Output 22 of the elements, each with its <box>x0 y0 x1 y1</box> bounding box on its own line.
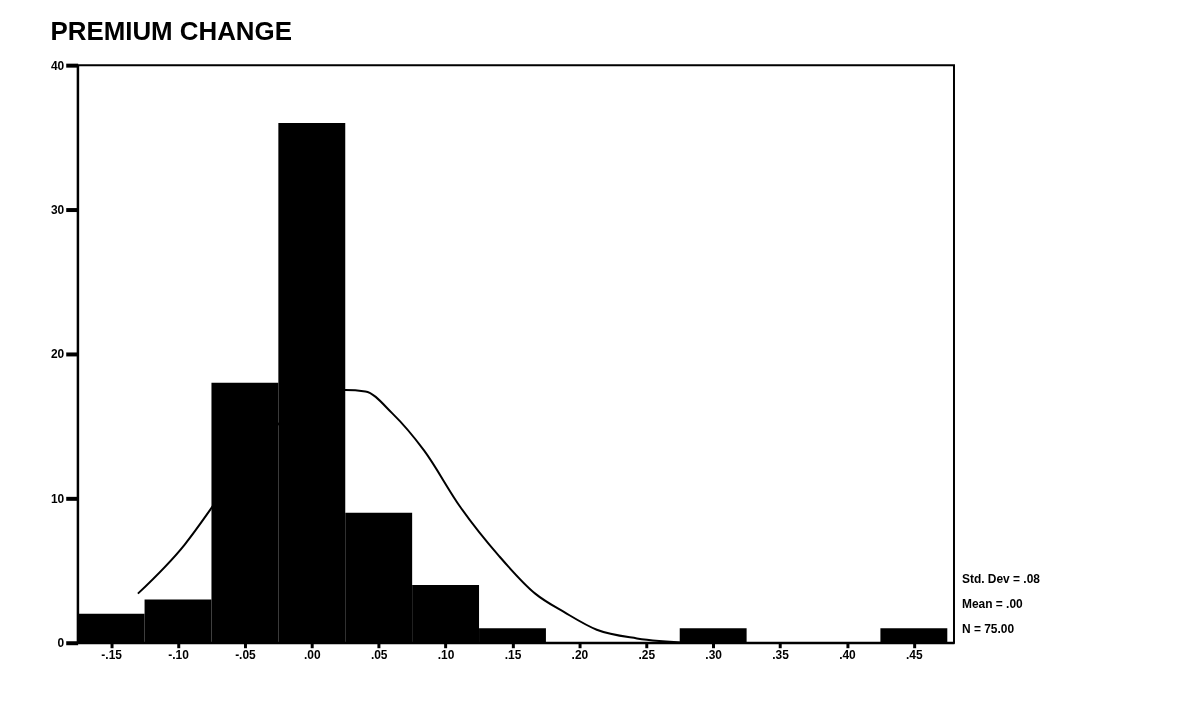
x-tick-label: .10 <box>437 648 455 663</box>
x-tick-label: .05 <box>370 648 388 663</box>
x-tick-label: .30 <box>705 648 723 663</box>
text: Mean = .00 <box>961 596 1024 611</box>
chart-title: PREMIUM CHANGE <box>50 17 292 46</box>
text: N = 75.00 <box>961 621 1015 636</box>
x-tick-label: -.10 <box>168 648 190 663</box>
x-tick-label: .15 <box>504 648 522 663</box>
y-tick-label: 40 <box>50 58 65 73</box>
y-tick-label: 10 <box>50 491 65 506</box>
y-tick-label: 20 <box>50 347 65 362</box>
text: Std. Dev = .08 <box>961 571 1041 586</box>
x-tick-label: .35 <box>772 648 790 663</box>
y-tick-label: 0 <box>57 636 65 651</box>
x-tick-label: .00 <box>304 648 321 663</box>
x-tick-label: -.05 <box>235 648 257 663</box>
x-tick-label: .45 <box>906 648 923 663</box>
x-tick-label: .40 <box>839 648 857 663</box>
x-tick-label: .25 <box>638 648 656 663</box>
y-tick-label: 30 <box>50 203 65 218</box>
x-tick-label: .20 <box>571 648 589 663</box>
x-tick-label: -.15 <box>101 648 123 663</box>
